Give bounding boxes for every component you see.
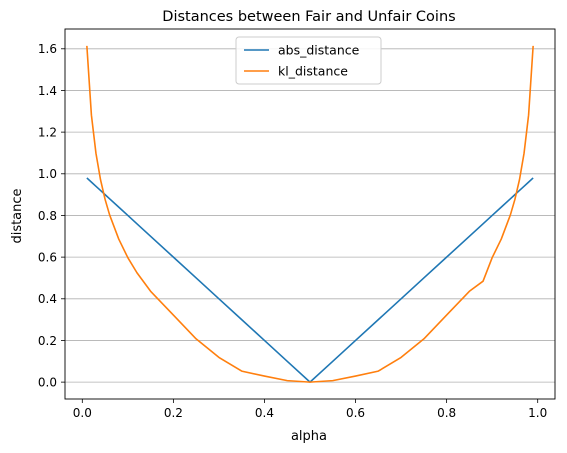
gridlines [65,48,555,383]
legend-box [235,36,382,85]
x-tick-label: 0.0 [73,406,92,420]
plot-frame [64,28,556,400]
y-tick-label: 1.4 [38,84,57,98]
x-tick-label: 1.0 [528,406,547,420]
series-line-kl-distance [86,45,534,383]
legend-label: abs_distance [278,43,360,58]
y-tick-label: 0.4 [38,292,57,306]
y-tick-label: 0.6 [38,250,57,264]
legend: abs_distance kl_distance [235,36,382,85]
x-axis-title: alpha [291,429,327,444]
y-tick-label: 0.0 [38,375,57,389]
y-axis-title: distance [10,188,25,243]
y-tick-label: 0.2 [38,334,57,348]
plot-lines [86,45,534,383]
x-tick-label: 0.8 [437,406,456,420]
x-tick-label: 0.2 [164,406,183,420]
y-tick-label: 1.6 [38,42,57,56]
y-tick-label: 1.2 [38,125,57,139]
y-tick-label: 1.0 [38,167,57,181]
y-tick-label: 0.8 [38,209,57,223]
y-axis-ticks: 0.0 0.2 0.4 0.6 0.8 1.0 1.2 1.4 1.6 [38,42,65,389]
x-tick-label: 0.6 [346,406,365,420]
legend-label: kl_distance [278,64,348,79]
x-tick-label: 0.4 [255,406,274,420]
x-axis-ticks: 0.0 0.2 0.4 0.6 0.8 1.0 [73,399,547,420]
chart-title: Distances between Fair and Unfair Coins [162,9,455,25]
